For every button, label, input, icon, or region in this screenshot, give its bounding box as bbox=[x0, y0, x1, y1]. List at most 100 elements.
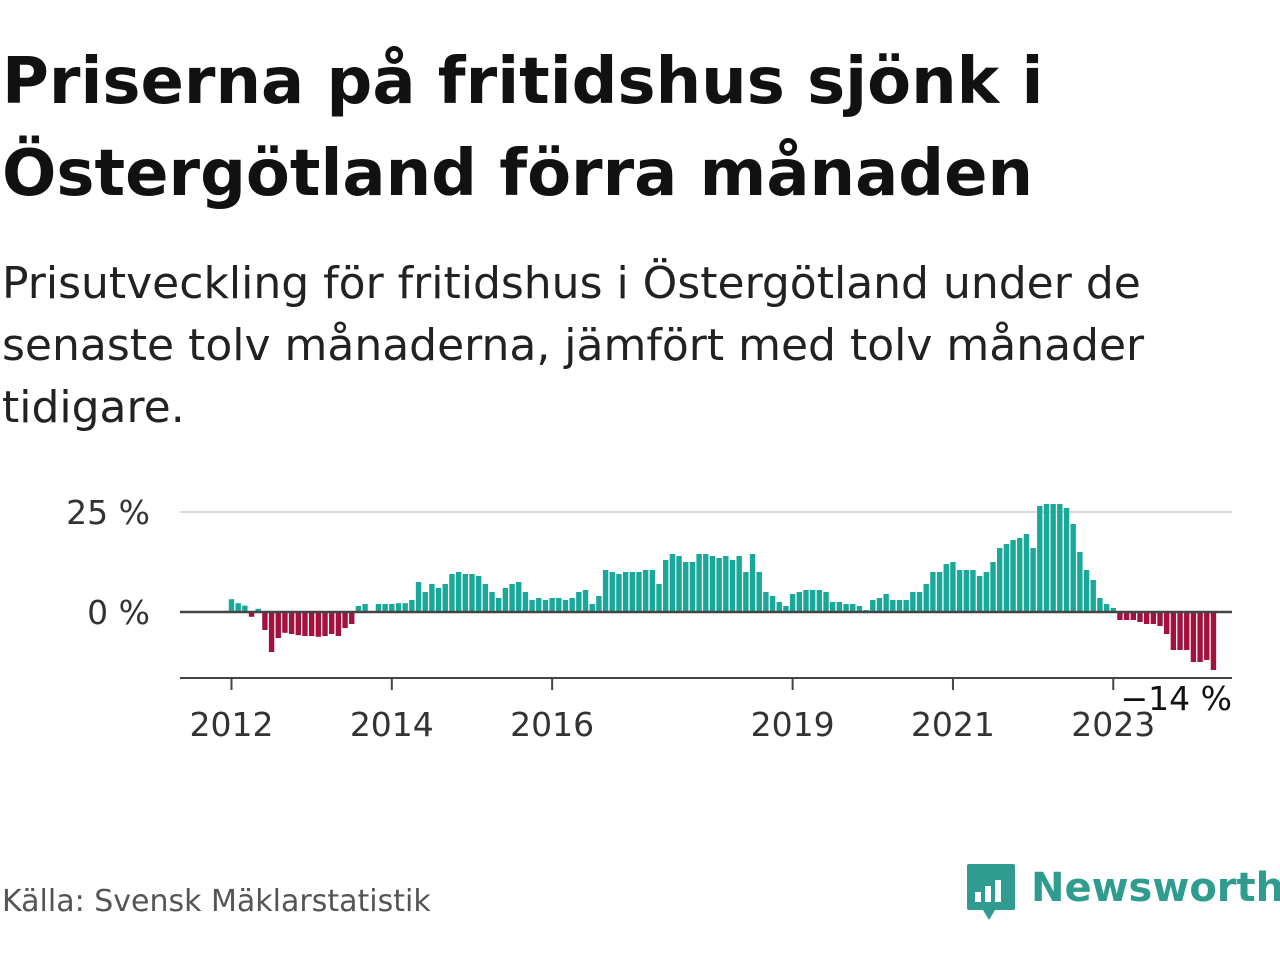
bar bbox=[1097, 598, 1103, 612]
bar bbox=[475, 576, 482, 612]
bar bbox=[1077, 552, 1083, 612]
bar bbox=[1157, 612, 1163, 626]
bar bbox=[509, 584, 515, 612]
bar bbox=[322, 612, 328, 636]
bar bbox=[235, 603, 241, 612]
bar bbox=[496, 598, 502, 612]
bar bbox=[562, 600, 569, 612]
bar bbox=[903, 600, 909, 612]
bar bbox=[997, 548, 1003, 612]
bar bbox=[763, 592, 769, 612]
bar bbox=[542, 600, 549, 612]
bar bbox=[636, 572, 642, 612]
bar bbox=[896, 600, 903, 612]
bar bbox=[642, 570, 649, 612]
bar bbox=[1010, 540, 1016, 612]
bar bbox=[830, 602, 836, 612]
bar bbox=[622, 572, 629, 612]
bar bbox=[616, 574, 622, 612]
y-tick-label: 0 % bbox=[87, 593, 150, 632]
bar bbox=[1083, 570, 1090, 612]
bar bbox=[983, 572, 990, 612]
bar bbox=[522, 592, 529, 612]
bar bbox=[516, 582, 522, 612]
bar bbox=[1003, 544, 1010, 612]
bar bbox=[342, 612, 348, 628]
bar bbox=[1037, 506, 1043, 612]
bar bbox=[756, 572, 762, 612]
bar bbox=[602, 570, 609, 612]
bar bbox=[415, 582, 422, 612]
bar bbox=[502, 588, 509, 612]
bar bbox=[676, 556, 682, 612]
bar bbox=[395, 603, 402, 612]
bar bbox=[843, 604, 849, 612]
bar bbox=[1117, 612, 1123, 620]
bar bbox=[482, 584, 489, 612]
bar bbox=[1177, 612, 1183, 650]
bar bbox=[663, 560, 669, 612]
bar bbox=[242, 605, 248, 612]
bar bbox=[315, 612, 322, 637]
bar bbox=[435, 588, 442, 612]
bar bbox=[589, 604, 595, 612]
bar bbox=[1164, 612, 1170, 634]
bar bbox=[375, 604, 382, 612]
bar bbox=[923, 584, 929, 612]
bar bbox=[609, 572, 615, 612]
bar bbox=[596, 596, 602, 612]
bar bbox=[462, 574, 468, 612]
brand-logo[interactable]: Newsworthy bbox=[965, 862, 1280, 926]
x-tick-label: 2012 bbox=[190, 705, 274, 744]
bar bbox=[536, 598, 542, 612]
brand-name: Newsworthy bbox=[1031, 865, 1280, 911]
bar bbox=[329, 612, 335, 634]
bar bbox=[823, 592, 829, 612]
bar bbox=[228, 599, 235, 612]
bar bbox=[936, 572, 943, 612]
x-tick-label: 2016 bbox=[510, 705, 594, 744]
bar bbox=[1063, 508, 1070, 612]
y-tick-label: 25 % bbox=[66, 493, 150, 532]
bar bbox=[1197, 612, 1203, 662]
bar bbox=[1123, 612, 1130, 620]
bar bbox=[275, 612, 281, 638]
bar bbox=[743, 572, 749, 612]
x-tick-label: 2014 bbox=[350, 705, 434, 744]
bar bbox=[836, 602, 843, 612]
bar bbox=[683, 562, 689, 612]
bar bbox=[569, 598, 575, 612]
bar bbox=[349, 612, 355, 624]
bar bbox=[288, 612, 295, 634]
bar bbox=[876, 598, 883, 612]
bar bbox=[549, 598, 555, 612]
bar bbox=[783, 606, 789, 612]
bar bbox=[529, 600, 535, 612]
bar bbox=[803, 590, 809, 612]
bar bbox=[809, 590, 816, 612]
x-tick-label: 2023 bbox=[1071, 705, 1155, 744]
last-value-label: −14 % bbox=[1121, 679, 1233, 718]
bar bbox=[248, 612, 255, 617]
bar bbox=[776, 602, 782, 612]
bar bbox=[703, 554, 709, 612]
bar bbox=[335, 612, 342, 636]
bar bbox=[1184, 612, 1190, 650]
bar bbox=[769, 596, 776, 612]
bar bbox=[649, 570, 656, 612]
bar bbox=[582, 590, 589, 612]
bar bbox=[268, 612, 275, 652]
y-axis-ticks: 0 % 25 % bbox=[66, 493, 150, 632]
bar bbox=[1137, 612, 1143, 622]
bar bbox=[469, 574, 475, 612]
bar bbox=[930, 572, 936, 612]
bar bbox=[489, 592, 495, 612]
bar bbox=[449, 574, 455, 612]
bar bbox=[696, 554, 702, 612]
bar bbox=[382, 604, 388, 612]
bar bbox=[970, 570, 976, 612]
bar bbox=[1170, 612, 1177, 650]
bar bbox=[963, 570, 969, 612]
source-note: Källa: Svensk Mäklarstatistik bbox=[2, 884, 431, 919]
bar-chart-speech-bubble-icon bbox=[967, 864, 1015, 920]
